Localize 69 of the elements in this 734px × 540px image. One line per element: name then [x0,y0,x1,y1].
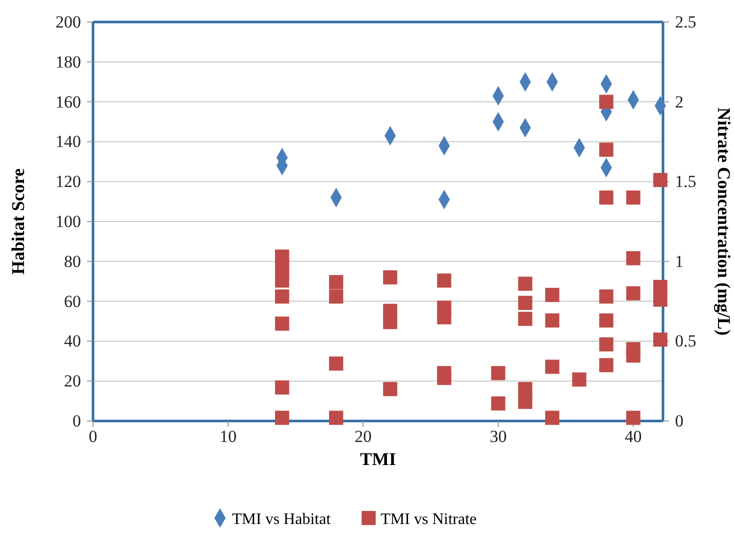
y-tick-label: 120 [56,172,81,192]
point [275,316,290,331]
point [518,382,532,396]
point [518,276,532,291]
x-tick-label: 0 [88,427,98,446]
y-axis-title: Habitat Score [8,168,28,275]
point [626,190,640,205]
point [275,410,290,425]
y2-axis-title: Nitrate Concentration (mg/L) [714,108,734,336]
point [383,270,398,284]
y-tick-label: 180 [56,52,81,72]
point [626,348,640,363]
y-tick-label: 200 [56,12,81,32]
point [626,410,640,425]
point [626,251,640,266]
point [437,273,452,288]
y-tick-label: 60 [64,292,81,311]
point [329,410,344,425]
y2-tick-label: 1.5 [675,172,696,192]
point [572,372,586,387]
y2-tick-label: 2 [675,92,684,112]
point [275,380,290,395]
point [545,410,560,425]
point [491,396,506,411]
point [329,275,344,290]
point [599,94,614,109]
y2-tick-label: 2.5 [675,12,696,32]
x-tick-label: 10 [220,427,237,446]
point [545,288,560,302]
point [599,142,614,157]
point [599,289,614,304]
point [545,360,560,374]
point [329,289,344,304]
point [437,370,452,385]
point [653,332,668,347]
point [626,286,640,300]
point [518,296,532,310]
y-tick-label: 0 [72,411,81,430]
point [599,358,614,372]
legend-label: TMI vs Habitat [232,511,332,528]
y2-tick-label: 0 [675,411,684,430]
point [275,273,290,288]
x-tick-label: 20 [354,427,372,446]
legend-label: TMI vs Nitrate [380,511,477,528]
point [599,313,614,328]
point [383,314,398,330]
y-tick-label: 160 [56,92,81,112]
point [653,292,668,307]
point [653,172,668,188]
point [518,394,532,409]
point [545,313,560,328]
point [518,312,532,326]
y2-tick-label: 0.5 [675,332,696,351]
point [329,356,344,371]
y-tick-label: 40 [64,332,81,351]
y2-tick-label: 1 [675,252,684,271]
y-tick-label: 80 [64,252,81,271]
point [599,337,614,352]
x-tick-label: 30 [490,427,507,446]
y-tick-label: 20 [64,372,81,391]
y-tick-label: 100 [56,212,81,231]
point [491,366,506,380]
point [275,289,290,304]
point [599,190,614,205]
point [383,382,398,396]
x-axis-title: TMI [360,449,396,469]
y-tick-label: 140 [56,132,81,152]
x-tick-label: 40 [624,427,642,446]
point [437,310,452,324]
